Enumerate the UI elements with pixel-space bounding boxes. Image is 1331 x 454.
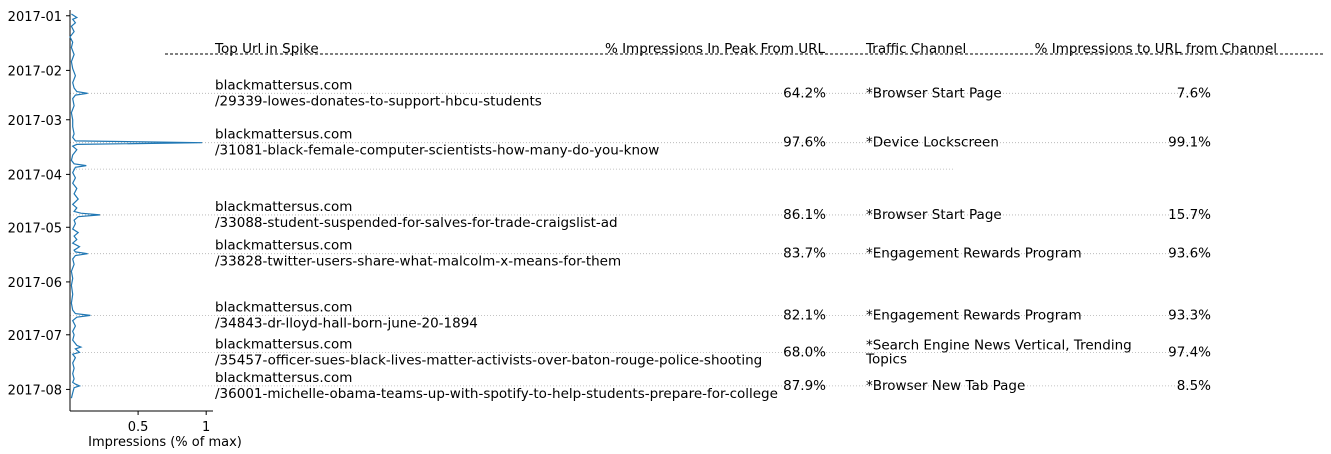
row-pct-peak: 97.6% [783,135,826,151]
row-channel: *Engagement Rewards Program [866,246,1082,262]
y-tick-label-6: 2017-07 [8,329,62,344]
x-tick-label-1: 1 [202,420,210,435]
row-url-path: /33088-student-suspended-for-salves-for-… [215,215,618,231]
header-pct-peak: % Impressions In Peak From URL [605,41,826,57]
row-pct-channel: 93.3% [1168,307,1211,323]
row-url-path: /29339-lowes-donates-to-support-hbcu-stu… [215,93,542,109]
table-header: Top Url in Spike % Impressions In Peak F… [165,41,1325,57]
y-tick-label-5: 2017-06 [8,276,62,291]
row-channel: *Browser New Tab Page [866,378,1025,394]
row-channel: *Engagement Rewards Program [866,307,1082,323]
row-url-path: /34843-dr-lloyd-hall-born-june-20-1894 [215,315,478,331]
y-tick-label-2: 2017-03 [8,114,62,129]
y-tick-label-3: 2017-04 [8,168,62,183]
row-url-domain: blackmattersus.com [215,199,352,215]
x-axis-label: Impressions (% of max) [88,435,242,450]
row-url-domain: blackmattersus.com [215,238,352,254]
row-pct-peak: 83.7% [783,246,826,262]
impressions-series-line [69,13,203,399]
y-tick-label-4: 2017-05 [8,221,62,236]
row-guide-lines [70,92,1210,387]
row-url-path: /36001-michelle-obama-teams-up-with-spot… [215,386,778,402]
row-url-domain: blackmattersus.com [215,299,352,315]
y-tick-label-1: 2017-02 [8,64,62,79]
row-pct-peak: 87.9% [783,378,826,394]
header-channel: Traffic Channel [865,41,966,57]
table-row: blackmattersus.com/31081-black-female-co… [215,127,1211,159]
header-pct-channel: % Impressions to URL from Channel [1035,41,1277,57]
y-tick-label-7: 2017-08 [8,383,62,398]
row-channel: Topics [865,351,907,367]
row-pct-peak: 86.1% [783,207,826,223]
row-url-domain: blackmattersus.com [215,370,352,386]
row-pct-channel: 93.6% [1168,246,1211,262]
row-url-domain: blackmattersus.com [215,77,352,93]
row-pct-peak: 68.0% [783,344,826,360]
y-tick-label-0: 2017-01 [8,10,62,25]
table-row: blackmattersus.com/35457-officer-sues-bl… [215,336,1211,368]
table-row: blackmattersus.com/36001-michelle-obama-… [215,370,1211,402]
row-url-domain: blackmattersus.com [215,336,352,352]
row-url-path: /33828-twitter-users-share-what-malcolm-… [215,254,621,270]
row-channel: *Browser Start Page [866,207,1002,223]
row-channel: *Device Lockscreen [866,135,999,151]
x-axis-ticks: 0.5 1 [128,411,210,435]
row-channel: *Browser Start Page [866,85,1002,101]
row-pct-channel: 8.5% [1177,378,1211,394]
row-url-path: /31081-black-female-computer-scientists-… [215,143,659,159]
row-pct-channel: 97.4% [1168,344,1211,360]
table-row: blackmattersus.com/33088-student-suspend… [215,199,1211,231]
table-rows: blackmattersus.com/29339-lowes-donates-t… [215,77,1211,402]
row-pct-channel: 7.6% [1177,85,1211,101]
table-row: blackmattersus.com/29339-lowes-donates-t… [215,77,1211,109]
table-row: blackmattersus.com/33828-twitter-users-s… [215,238,1211,270]
row-url-path: /35457-officer-sues-black-lives-matter-a… [215,352,762,368]
row-pct-channel: 99.1% [1168,135,1211,151]
row-channel: *Search Engine News Vertical, Trending [866,337,1132,353]
row-pct-channel: 15.7% [1168,207,1211,223]
y-axis-ticks: 2017-01 2017-02 2017-03 2017-04 2017-05 2017-… [8,10,70,398]
row-pct-peak: 64.2% [783,85,826,101]
table-row: blackmattersus.com/34843-dr-lloyd-hall-b… [215,299,1211,331]
chart-axes: 2017-01 2017-02 2017-03 2017-04 2017-05 2017-… [8,10,242,450]
header-url: Top Url in Spike [214,41,319,57]
x-tick-label-0: 0.5 [128,420,149,435]
row-pct-peak: 82.1% [783,307,826,323]
row-url-domain: blackmattersus.com [215,127,352,143]
